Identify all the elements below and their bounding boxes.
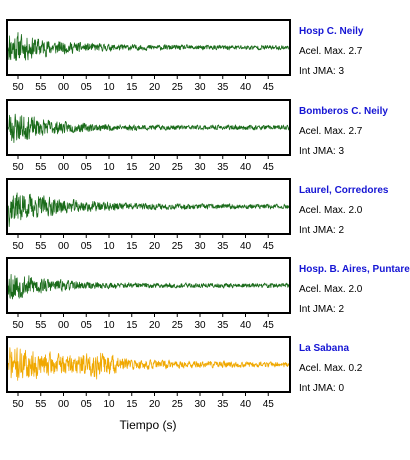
seismogram-panel: 50 55 00 05 10 15 20 25 30 35 40 45 Hosp C. Neily Ace… [6, 19, 364, 93]
x-tick-label: 55 [35, 162, 47, 173]
panel-frame [6, 19, 291, 76]
x-tick-label: 45 [263, 320, 275, 331]
x-tick-label: 25 [172, 241, 184, 252]
x-tick-label: 35 [217, 399, 229, 410]
jma-intensity-label: Int JMA: 2 [299, 304, 344, 315]
x-tick-label: 40 [240, 320, 252, 331]
x-tick-label: 05 [81, 241, 93, 252]
x-tick-label: 55 [35, 320, 47, 331]
x-tick-label: 05 [81, 399, 93, 410]
peak-acceleration-label: Acel. Max. 2.7 [299, 126, 363, 137]
x-tick-label: 30 [194, 162, 206, 173]
x-tick-label: 20 [149, 320, 161, 331]
x-tick-label: 15 [126, 241, 138, 252]
x-tick-label: 05 [81, 162, 93, 173]
x-tick-label: 45 [263, 241, 275, 252]
panel-frame [6, 336, 291, 393]
x-tick-label: 50 [12, 399, 24, 410]
x-tick-label: 40 [240, 162, 252, 173]
x-tick-label: 50 [12, 320, 24, 331]
x-tick-label: 40 [240, 241, 252, 252]
x-tick-label: 25 [172, 82, 184, 93]
x-tick-label: 35 [217, 320, 229, 331]
x-tick-label: 00 [58, 162, 70, 173]
x-tick-label: 20 [149, 399, 161, 410]
seismogram-panels: 50 55 00 05 10 15 20 25 30 35 40 45 Hosp C. Neily Ace… [6, 19, 410, 410]
x-tick-label: 05 [81, 320, 93, 331]
x-tick-label: 10 [103, 162, 115, 173]
x-tick-label: 25 [172, 399, 184, 410]
jma-intensity-label: Int JMA: 0 [299, 383, 344, 394]
x-tick-label: 05 [81, 82, 93, 93]
x-tick-label: 30 [194, 399, 206, 410]
peak-acceleration-label: Acel. Max. 2.0 [299, 205, 363, 216]
x-tick-label: 10 [103, 320, 115, 331]
x-tick-label: 45 [263, 399, 275, 410]
x-tick-label: 25 [172, 162, 184, 173]
waveform-trace [7, 274, 290, 300]
x-tick-label: 10 [103, 82, 115, 93]
waveform-trace [7, 32, 290, 61]
x-tick-label: 55 [35, 399, 47, 410]
x-tick-label: 15 [126, 399, 138, 410]
seismogram-panel: 50 55 00 05 10 15 20 25 30 35 40 45 La Sabana Acel. M… [6, 336, 363, 410]
x-tick-label: 20 [149, 162, 161, 173]
x-tick-label: 15 [126, 162, 138, 173]
peak-acceleration-label: Acel. Max. 2.0 [299, 284, 363, 295]
seismogram-panel: 50 55 00 05 10 15 20 25 30 35 40 45 Bomberos C. Neil… [6, 99, 388, 173]
x-tick-label: 15 [126, 320, 138, 331]
panel-frame [6, 99, 291, 156]
x-tick-label: 00 [58, 399, 70, 410]
jma-intensity-label: Int JMA: 3 [299, 66, 344, 77]
panel-frame [6, 178, 291, 235]
x-tick-label: 20 [149, 82, 161, 93]
seismogram-panel: 50 55 00 05 10 15 20 25 30 35 40 45 Hosp. B. Aires, … [6, 257, 410, 331]
x-tick-label: 30 [194, 320, 206, 331]
x-tick-label: 25 [172, 320, 184, 331]
x-tick-label: 45 [263, 82, 275, 93]
x-tick-label: 15 [126, 82, 138, 93]
x-tick-label: 45 [263, 162, 275, 173]
x-tick-label: 00 [58, 82, 70, 93]
panel-frame [6, 257, 291, 314]
station-name: Bomberos C. Neily [299, 106, 388, 117]
x-tick-label: 10 [103, 399, 115, 410]
waveform-trace [7, 113, 290, 143]
seismogram-panel: 50 55 00 05 10 15 20 25 30 35 40 45 Laurel, Corredor… [6, 178, 389, 252]
x-tick-label: 50 [12, 241, 24, 252]
x-tick-label: 35 [217, 241, 229, 252]
x-tick-label: 55 [35, 241, 47, 252]
waveform-trace [7, 347, 290, 381]
x-tick-label: 30 [194, 82, 206, 93]
peak-acceleration-label: Acel. Max. 2.7 [299, 46, 363, 57]
x-tick-label: 00 [58, 241, 70, 252]
x-tick-label: 35 [217, 82, 229, 93]
x-tick-label: 00 [58, 320, 70, 331]
x-tick-label: 10 [103, 241, 115, 252]
x-tick-label: 35 [217, 162, 229, 173]
station-name: La Sabana [299, 343, 349, 354]
x-tick-label: 40 [240, 399, 252, 410]
x-tick-label: 50 [12, 82, 24, 93]
x-tick-label: 40 [240, 82, 252, 93]
x-tick-label: 55 [35, 82, 47, 93]
x-tick-label: 50 [12, 162, 24, 173]
x-tick-label: 30 [194, 241, 206, 252]
peak-acceleration-label: Acel. Max. 0.2 [299, 363, 363, 374]
waveform-trace [7, 192, 290, 227]
station-name: Hosp. B. Aires, Puntare [299, 264, 410, 275]
station-name: Hosp C. Neily [299, 26, 364, 37]
station-name: Laurel, Corredores [299, 185, 389, 196]
jma-intensity-label: Int JMA: 2 [299, 225, 344, 236]
x-axis-title: Tiempo (s) [120, 418, 177, 432]
x-tick-label: 20 [149, 241, 161, 252]
jma-intensity-label: Int JMA: 3 [299, 146, 344, 157]
